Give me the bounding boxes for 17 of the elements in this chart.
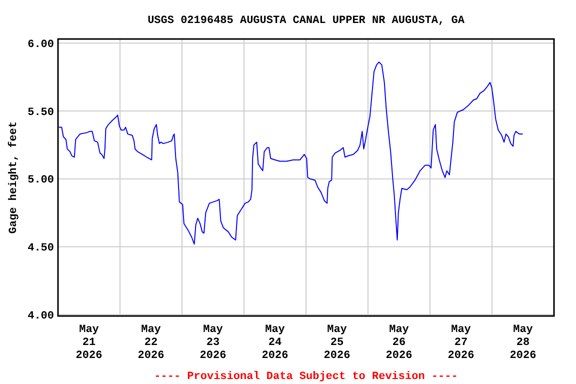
- line-series: [58, 62, 524, 245]
- x-tick-label: May 27 2026: [448, 324, 474, 362]
- x-tick-label: May 22 2026: [138, 324, 164, 362]
- y-axis-title: Gage height, feet: [7, 121, 20, 234]
- x-tick-label: May 24 2026: [262, 324, 288, 362]
- y-tick-label: 6.00: [28, 38, 54, 51]
- x-tick-label: May 25 2026: [324, 324, 350, 362]
- x-tick-label: May 21 2026: [76, 324, 102, 362]
- x-tick-label: May 23 2026: [200, 324, 226, 362]
- y-tick-label: 4.00: [28, 310, 54, 322]
- x-tick-label: May 28 2026: [510, 324, 536, 362]
- y-tick-label: 5.50: [28, 106, 54, 119]
- y-tick-label: 4.50: [28, 242, 54, 255]
- y-tick-label: 5.00: [28, 174, 54, 187]
- text: ---- Provisional Data Subject to Revision ----: [154, 371, 458, 383]
- chart-title: USGS 02196485 AUGUSTA CANAL UPPER NR AUGUSTA, GA: [148, 15, 465, 27]
- x-tick-label: May 26 2026: [386, 324, 412, 362]
